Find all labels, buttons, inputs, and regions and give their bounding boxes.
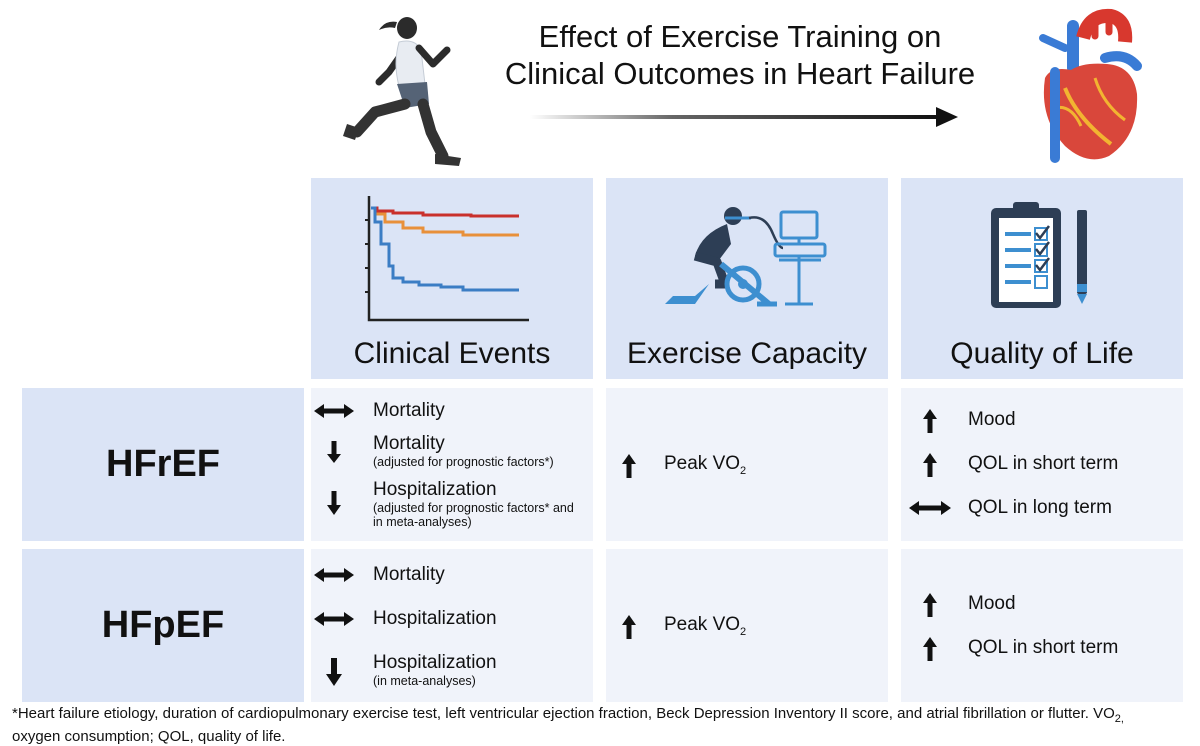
hfref-quality-of-life-cell: Mood QOL in short term QOL in long term xyxy=(901,388,1183,541)
hfref-clinical-events-cell: Mortality Mortality (adjusted for progno… xyxy=(311,388,593,541)
header-clinical-events: Clinical Events xyxy=(311,178,593,379)
peak-vo2-subscript: 2 xyxy=(740,625,747,638)
up-arrow-icon xyxy=(606,614,652,639)
mood-text: Mood xyxy=(968,593,1016,614)
qol-short-term-text: QOL in short term xyxy=(968,637,1119,658)
footnote-subscript: 2, xyxy=(1114,713,1124,725)
hospitalization-text: Hospitalization xyxy=(373,479,497,500)
title-line-1: Effect of Exercise Training on xyxy=(538,19,942,54)
hospitalization-meta-text: Hospitalization xyxy=(373,652,497,673)
list-item: Mortality xyxy=(311,400,445,422)
list-item: Hospitalization (adjusted for prognostic… xyxy=(311,479,574,529)
row-label-hfpef: HFpEF xyxy=(22,549,304,702)
up-arrow-icon xyxy=(907,593,953,617)
down-arrow-icon xyxy=(311,652,357,686)
list-item: Peak VO2 xyxy=(606,453,746,482)
row-label-hfref: HFrEF xyxy=(22,388,304,541)
footnote-line-2: oxygen consumption; QOL, quality of life… xyxy=(12,728,286,745)
header-quality-of-life: Quality of Life xyxy=(901,178,1183,379)
peak-vo2-text: Peak VO xyxy=(664,614,741,635)
list-item: Hospitalization xyxy=(311,608,497,630)
mortality-text: Mortality xyxy=(373,564,445,585)
both-arrow-icon xyxy=(311,608,357,627)
both-arrow-icon xyxy=(311,564,357,583)
hfref-exercise-capacity-cell: Peak VO2 xyxy=(606,388,888,541)
up-arrow-icon xyxy=(907,453,953,477)
header-exercise-capacity: Exercise Capacity xyxy=(606,178,888,379)
hospitalization-text: Hospitalization xyxy=(373,608,497,629)
column-label-clinical-events: Clinical Events xyxy=(353,337,551,370)
both-arrow-icon xyxy=(907,497,953,516)
column-label-quality-of-life: Quality of Life xyxy=(950,337,1134,370)
heart-icon xyxy=(1039,8,1142,163)
mortality-adjusted-text: Mortality xyxy=(373,433,445,454)
list-item: Mortality xyxy=(311,564,445,586)
hfpef-quality-of-life-cell: Mood QOL in short term xyxy=(901,549,1183,702)
up-arrow-icon xyxy=(606,453,652,478)
mortality-text: Mortality xyxy=(373,400,445,421)
list-item: QOL in short term xyxy=(907,453,1118,477)
hfpef-clinical-events-cell: Mortality Hospitalization Hospitalizatio… xyxy=(311,549,593,702)
mood-text: Mood xyxy=(968,409,1016,430)
progression-arrow-icon xyxy=(530,107,958,127)
clipboard-checklist-icon xyxy=(991,202,1087,308)
diagram-title: Effect of Exercise Training on Clinical … xyxy=(470,18,1010,92)
list-item: Mood xyxy=(907,593,1016,617)
peak-vo2-text: Peak VO xyxy=(664,453,741,474)
both-arrow-icon xyxy=(311,400,357,419)
hfpef-exercise-capacity-cell: Peak VO2 xyxy=(606,549,888,702)
hospitalization-meta-note: (in meta-analyses) xyxy=(373,674,476,688)
exercise-bike-icon xyxy=(665,207,827,307)
qol-long-term-text: QOL in long term xyxy=(968,497,1112,518)
footnote-line-1: *Heart failure etiology, duration of car… xyxy=(12,705,1115,722)
list-item: Mood xyxy=(907,409,1016,433)
survival-curve-icon xyxy=(365,196,529,322)
hospitalization-note-2: in meta-analyses) xyxy=(373,515,472,529)
title-line-2: Clinical Outcomes in Heart Failure xyxy=(504,56,976,91)
down-arrow-icon xyxy=(311,433,357,463)
footnote: *Heart failure etiology, duration of car… xyxy=(12,705,1192,746)
up-arrow-icon xyxy=(907,637,953,661)
list-item: QOL in short term xyxy=(907,637,1118,661)
list-item: Peak VO2 xyxy=(606,614,746,643)
peak-vo2-subscript: 2 xyxy=(740,464,747,477)
mortality-adjusted-note: (adjusted for prognostic factors*) xyxy=(373,455,554,469)
down-arrow-icon xyxy=(311,479,357,515)
list-item: Mortality (adjusted for prognostic facto… xyxy=(311,433,554,469)
column-label-exercise-capacity: Exercise Capacity xyxy=(626,337,868,370)
up-arrow-icon xyxy=(907,409,953,433)
runner-icon xyxy=(343,17,461,166)
list-item: QOL in long term xyxy=(907,497,1112,519)
list-item: Hospitalization (in meta-analyses) xyxy=(311,652,497,688)
qol-short-term-text: QOL in short term xyxy=(968,453,1119,474)
hospitalization-note-1: (adjusted for prognostic factors* and xyxy=(373,501,574,515)
